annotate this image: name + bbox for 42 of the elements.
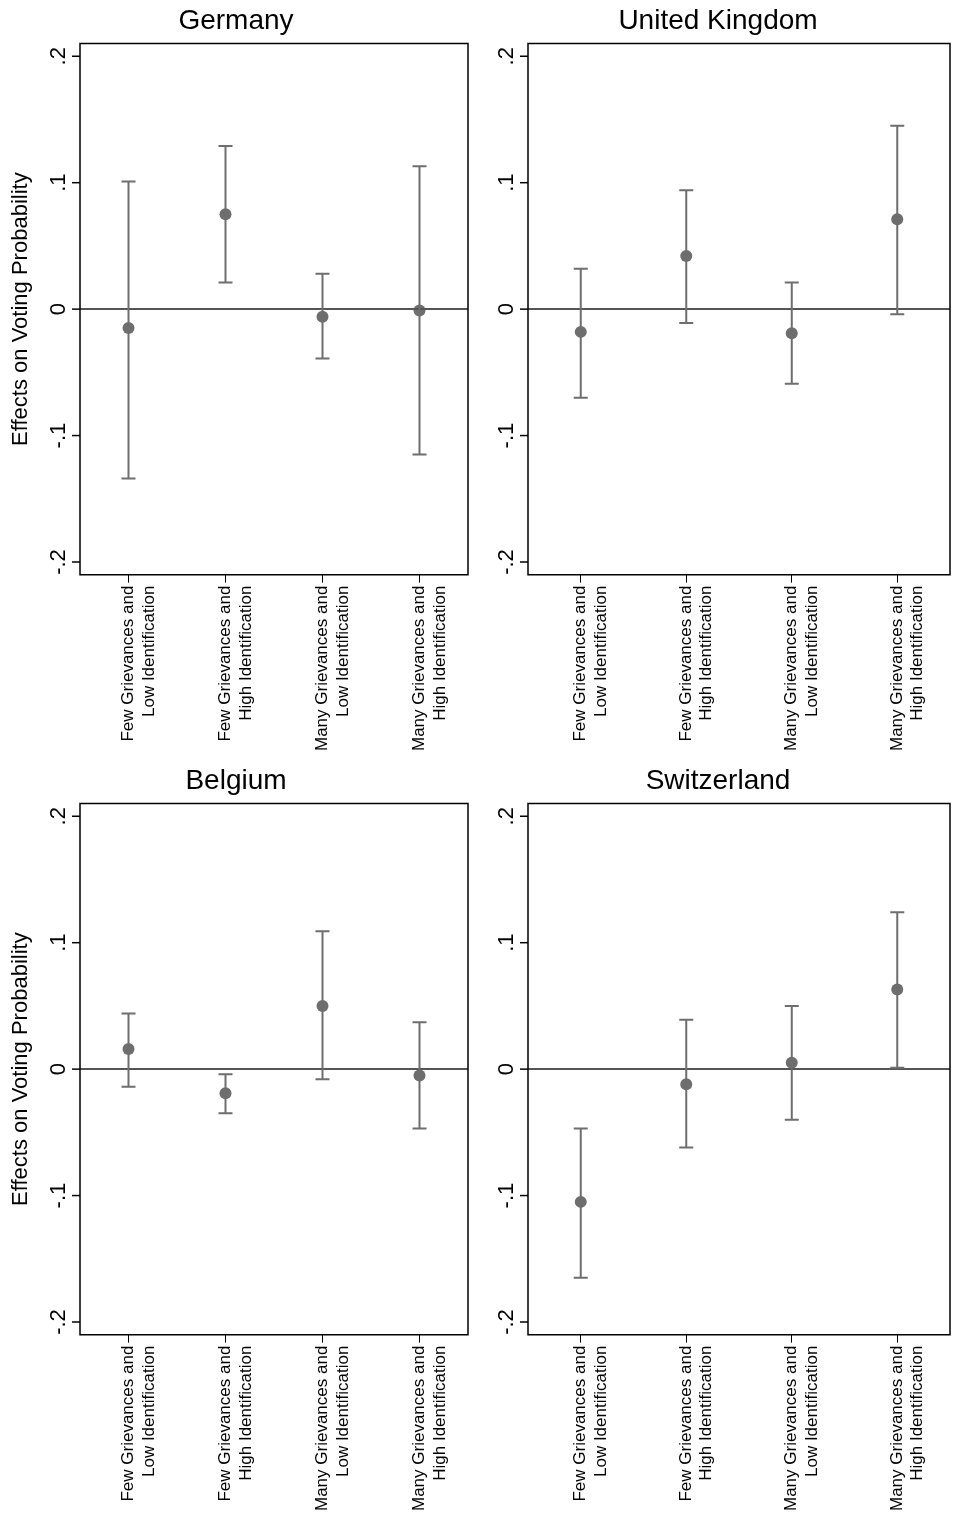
- x-tick-label: Few Grievances and High Identification: [215, 1345, 255, 1502]
- x-tick-label: Many Grievances and Low Identification: [312, 1345, 352, 1512]
- y-tick-label: .2: [45, 807, 71, 826]
- y-tick-label: .2: [493, 807, 519, 826]
- x-tick-label: Few Grievances and Low Identification: [118, 1345, 158, 1502]
- x-tick-label: Few Grievances and High Identification: [215, 585, 255, 742]
- chart-title: Belgium: [185, 763, 287, 795]
- x-tick-label: Few Grievances and High Identification: [675, 585, 716, 742]
- y-tick-label: .1: [45, 173, 71, 192]
- y-tick-label: -.1: [493, 422, 519, 449]
- y-tick-label: 0: [45, 303, 71, 316]
- y-tick-label: -.2: [45, 549, 71, 575]
- y-axis-title: Effects on Voting Probability: [7, 172, 33, 446]
- chart-title: Germany: [178, 3, 294, 35]
- x-tick-label: Many Grievances and High Identification: [886, 585, 927, 752]
- x-tick-label: Many Grievances and High Identification: [409, 1345, 449, 1512]
- y-tick-label: 0: [493, 303, 519, 316]
- y-tick-label: 0: [45, 1063, 71, 1076]
- y-axis-title: Effects on Voting Probability: [7, 932, 33, 1206]
- y-tick-label: .2: [493, 47, 519, 66]
- chart-title: Switzerland: [645, 763, 791, 795]
- x-tick-label: Many Grievances and Low Identification: [312, 585, 352, 752]
- y-tick-label: .2: [45, 47, 71, 66]
- x-tick-label: Many Grievances and High Identification: [886, 1345, 927, 1512]
- y-tick-label: -.2: [493, 1309, 519, 1335]
- y-tick-label: 0: [493, 1063, 519, 1076]
- y-tick-label: .1: [493, 173, 519, 192]
- x-tick-label: Few Grievances and Low Identification: [570, 1345, 610, 1502]
- x-tick-label: Many Grievances and High Identification: [409, 585, 449, 752]
- x-tick-label: Few Grievances and Low Identification: [570, 585, 610, 742]
- y-tick-label: -.2: [45, 1309, 71, 1335]
- y-tick-label: -.1: [45, 1182, 71, 1209]
- chart-title: United Kingdom: [618, 3, 818, 35]
- x-tick-label: Many Grievances and Low Identification: [781, 1345, 821, 1512]
- x-tick-label: Many Grievances and Low Identification: [781, 585, 821, 752]
- y-tick-label: .1: [493, 933, 519, 952]
- x-tick-label: Few Grievances and Low Identification: [118, 585, 158, 742]
- x-tick-label: Few Grievances and High Identification: [675, 1345, 716, 1502]
- y-tick-label: -.1: [45, 422, 71, 449]
- y-tick-label: .1: [45, 933, 71, 952]
- y-tick-label: -.2: [493, 549, 519, 575]
- y-tick-label: -.1: [493, 1182, 519, 1209]
